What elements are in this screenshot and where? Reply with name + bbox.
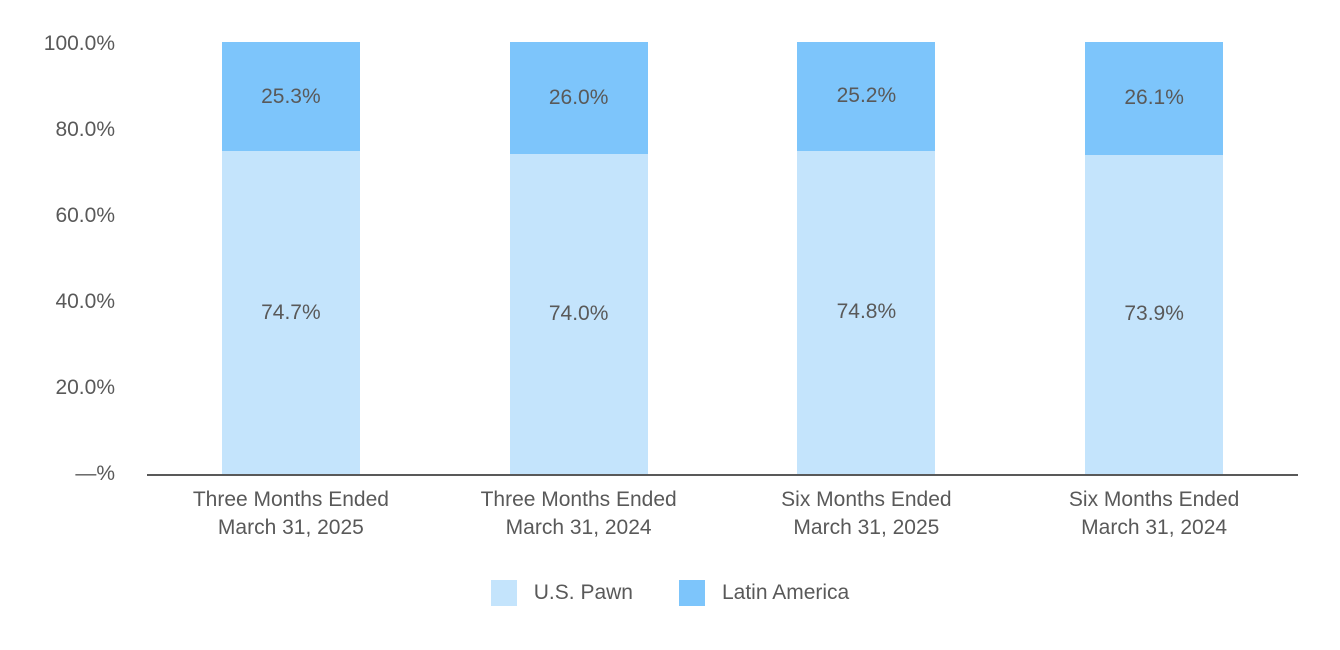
legend-item-latin-america: Latin America xyxy=(678,580,850,606)
bar-slot: 26.1% 73.9% xyxy=(1010,42,1298,474)
x-category-label: Three Months Ended March 31, 2024 xyxy=(435,486,723,542)
data-label: 25.2% xyxy=(836,84,897,108)
x-category-line2: March 31, 2024 xyxy=(505,516,652,539)
y-tick-label: 100.0% xyxy=(43,32,115,55)
legend-swatch-us-pawn xyxy=(490,580,517,606)
segment-latin-america: 25.2% xyxy=(797,42,936,151)
plot-area: 25.3% 74.7% 26.0% 74.0% 25.2% xyxy=(147,42,1298,476)
x-axis: Three Months Ended March 31, 2025 Three … xyxy=(147,486,1298,542)
bar-slot: 25.3% 74.7% xyxy=(147,42,435,474)
data-label: 73.9% xyxy=(1124,302,1184,326)
legend-label: Latin America xyxy=(721,581,850,604)
x-category-line1: Three Months Ended xyxy=(480,488,677,511)
bar-slot: 25.2% 74.8% xyxy=(723,42,1011,474)
x-category-line1: Six Months Ended xyxy=(1068,488,1240,511)
data-label: 26.1% xyxy=(1124,86,1184,110)
x-category-line2: March 31, 2024 xyxy=(1081,516,1228,539)
data-label: 26.0% xyxy=(548,86,609,110)
segment-us-pawn: 74.0% xyxy=(509,154,648,474)
y-tick-label: 60.0% xyxy=(55,204,115,227)
legend-swatch-latin-america xyxy=(678,580,705,606)
bar-slot: 26.0% 74.0% xyxy=(435,42,723,474)
segment-us-pawn: 74.8% xyxy=(797,150,936,474)
bar-three-months-2024: 26.0% 74.0% xyxy=(509,42,648,474)
segment-latin-america: 26.1% xyxy=(1085,42,1224,155)
x-category-label: Six Months Ended March 31, 2025 xyxy=(723,486,1011,542)
y-axis: 100.0% 80.0% 60.0% 40.0% 20.0% —% xyxy=(0,0,115,650)
y-tick-label: 40.0% xyxy=(55,290,115,313)
y-tick-label: 20.0% xyxy=(55,376,115,399)
segment-us-pawn: 74.7% xyxy=(221,151,360,474)
x-category-label: Six Months Ended March 31, 2024 xyxy=(1010,486,1298,542)
legend-label: U.S. Pawn xyxy=(533,581,633,604)
bar-six-months-2024: 26.1% 73.9% xyxy=(1085,42,1224,474)
legend-item-us-pawn: U.S. Pawn xyxy=(490,580,633,606)
x-category-label: Three Months Ended March 31, 2025 xyxy=(147,486,435,542)
y-tick-label: —% xyxy=(75,462,115,485)
x-category-line2: March 31, 2025 xyxy=(793,516,940,539)
segment-latin-america: 26.0% xyxy=(509,42,648,155)
x-category-line2: March 31, 2025 xyxy=(217,516,364,539)
data-label: 25.3% xyxy=(261,84,321,108)
data-label: 74.0% xyxy=(548,302,609,326)
x-category-line1: Six Months Ended xyxy=(781,488,952,511)
data-label: 74.8% xyxy=(836,300,897,324)
chart-legend: U.S. Pawn Latin America xyxy=(0,580,1340,606)
y-tick-label: 80.0% xyxy=(55,118,115,141)
x-category-line1: Three Months Ended xyxy=(192,488,389,511)
segment-latin-america: 25.3% xyxy=(221,42,360,152)
data-label: 74.7% xyxy=(261,300,321,324)
bar-three-months-2025: 25.3% 74.7% xyxy=(221,42,360,474)
bar-six-months-2025: 25.2% 74.8% xyxy=(797,42,936,474)
segment-us-pawn: 73.9% xyxy=(1085,154,1224,474)
